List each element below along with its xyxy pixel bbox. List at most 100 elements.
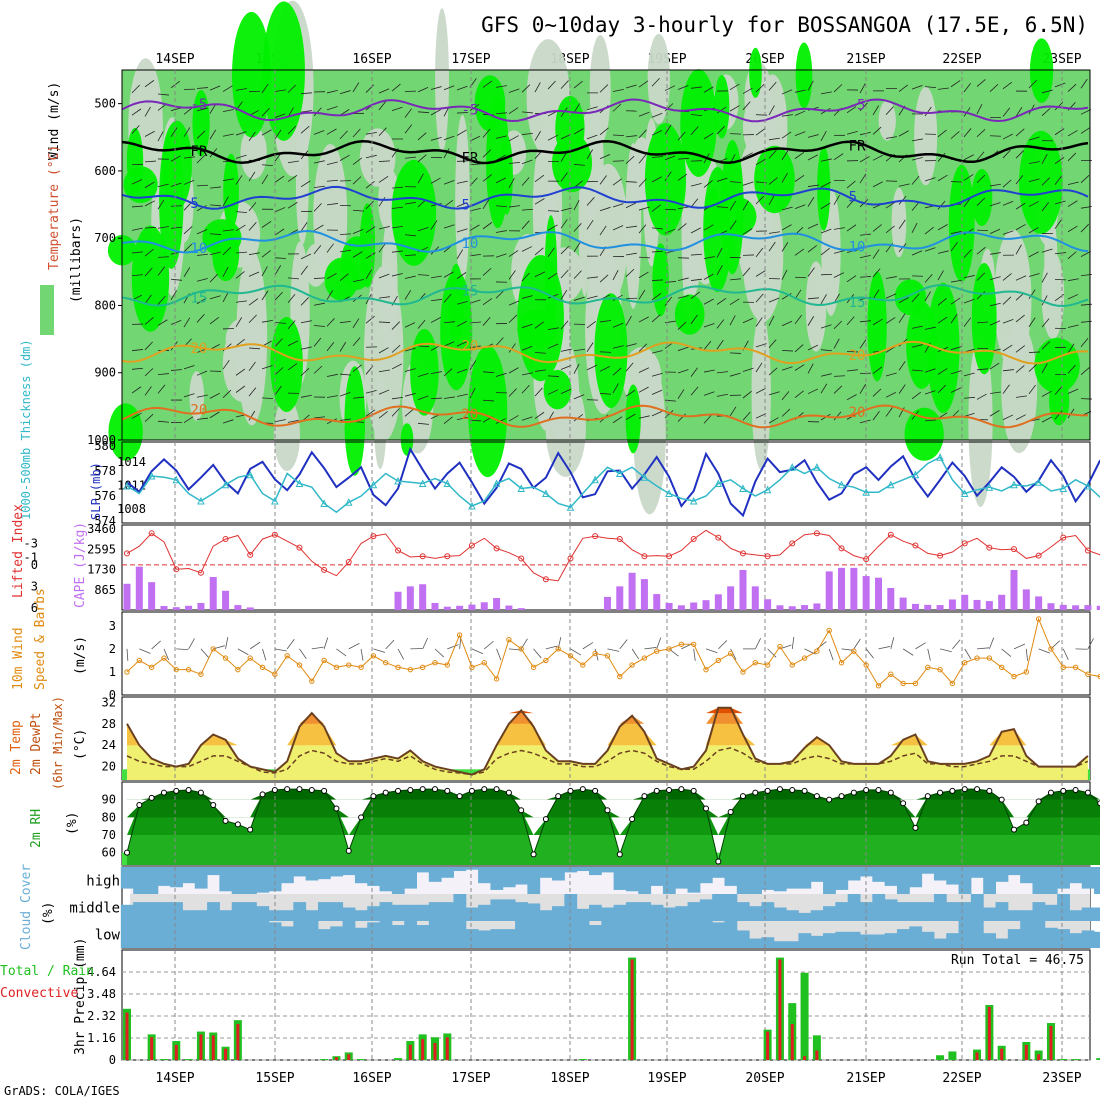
wind-barb (586, 320, 596, 329)
rh-moist-patch (680, 69, 717, 177)
rh-dry-patch (1041, 251, 1065, 339)
wind-barb (703, 273, 714, 280)
wind-barb (456, 393, 468, 397)
cloud-cover-bar (1081, 930, 1095, 948)
rh-marker (764, 787, 771, 794)
cloud-cover-bar (231, 867, 245, 894)
wind-barb (222, 359, 230, 370)
wind-barb (963, 298, 975, 304)
wind-barb (690, 86, 702, 89)
wind-barb (872, 154, 883, 161)
wind-barb (521, 272, 530, 282)
wind-barb (235, 175, 243, 185)
rh-marker (653, 787, 660, 794)
wind-barb (131, 274, 143, 277)
cloud-cover-bar (860, 867, 873, 877)
cape-bar (961, 594, 969, 610)
wind-barb (963, 317, 971, 327)
cloud-cover-bar (256, 906, 270, 921)
wind-barb (560, 245, 570, 255)
wind-speed-marker (493, 676, 500, 682)
wind-barb (625, 181, 638, 183)
wind-barb (456, 129, 467, 136)
cloud-level-label: low (95, 928, 121, 944)
wind-barb (664, 124, 672, 135)
wind-barb (872, 411, 880, 421)
wind-speed-marker (1060, 664, 1066, 671)
wind-barb (625, 135, 637, 138)
precip-convective-bar (211, 1035, 215, 1060)
wind-barb (586, 276, 598, 279)
thickness-marker (1059, 484, 1068, 492)
wind-barb (534, 174, 545, 182)
rh-marker (690, 787, 697, 794)
contour-label: 20 (849, 405, 866, 421)
wind-barb (612, 103, 622, 112)
wind-barb (339, 130, 348, 140)
wind-speed-marker (654, 648, 660, 654)
cloud-cover-bar (761, 937, 775, 948)
wind-barb (885, 317, 896, 324)
wind-barb (352, 229, 364, 235)
lifted-index-marker (912, 542, 919, 549)
wind-barb (534, 198, 545, 205)
thickness-tick-label: 574 (94, 514, 116, 528)
wind-barb (196, 184, 209, 187)
cloud-cover-bar (478, 930, 491, 948)
lifted-index-marker (764, 553, 771, 560)
wind-speed-marker (124, 669, 130, 675)
wind-barb (417, 319, 426, 329)
wind-barb (430, 220, 438, 230)
wind-barb (482, 371, 494, 374)
wind-barb (1015, 224, 1026, 231)
rh-marker (518, 807, 525, 814)
cloud-cover-bar (847, 931, 861, 948)
wind-barb (833, 153, 844, 161)
wind-barb (729, 315, 736, 326)
cape-bar (419, 584, 427, 610)
surface-wind-barb (828, 648, 834, 661)
wind-barb (729, 298, 740, 306)
wind-barb (521, 159, 533, 165)
lifted-index-marker (296, 544, 303, 551)
rh-marker (321, 787, 328, 794)
thickness-marker (344, 498, 353, 506)
rh-moist-patch (202, 219, 242, 257)
cloud-cover-bar (601, 921, 615, 948)
wind-barb (846, 131, 858, 135)
wind-barb (781, 408, 791, 417)
wind-barb (976, 393, 987, 400)
wind-barb (638, 271, 649, 279)
wind-barb (274, 367, 284, 376)
thickness-marker (1084, 481, 1092, 490)
wind-barb (651, 372, 663, 377)
wind-barb (950, 80, 961, 88)
rh-marker (185, 786, 192, 793)
wind-barb (560, 269, 569, 279)
contour-label: 20 (190, 403, 207, 419)
cloud-cover-bar (428, 867, 442, 882)
cloud-cover-bar (354, 867, 368, 884)
li-tick-label: 0 (31, 558, 38, 572)
rh-marker (875, 786, 882, 793)
cloud-cover-bar (588, 904, 602, 921)
rh-marker (148, 794, 155, 801)
cloud-cover-bar (564, 921, 578, 948)
rh-moist-patch (410, 328, 439, 416)
wind-barb (638, 178, 647, 188)
cloud-cover-bar (280, 867, 294, 884)
wind-speed-marker (481, 660, 487, 666)
cloud-cover-bar (404, 867, 418, 889)
wind-barb (469, 207, 481, 212)
lifted-index-marker (838, 545, 845, 552)
contour-label: 10 (190, 241, 207, 257)
wind-barb (976, 174, 986, 184)
wind-barb (651, 112, 663, 118)
wind-barb (261, 365, 273, 370)
cape-bar (973, 599, 981, 610)
wind-barb (287, 320, 296, 330)
cloud-cover-bar (860, 934, 873, 948)
wind-barb (768, 297, 780, 303)
surface-wind-barb (422, 637, 429, 650)
wind-speed-marker (543, 657, 549, 664)
